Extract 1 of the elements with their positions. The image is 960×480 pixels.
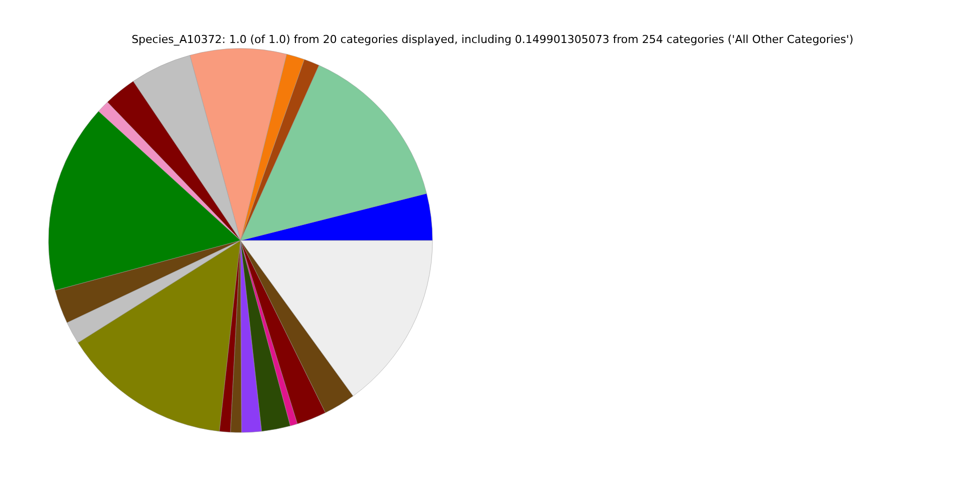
text: Species_A10372: 1.0 (of 1.0) from 20 categories displayed, including 0.149901305073 from 254 categories ('All Other Categories') bbox=[132, 33, 854, 46]
